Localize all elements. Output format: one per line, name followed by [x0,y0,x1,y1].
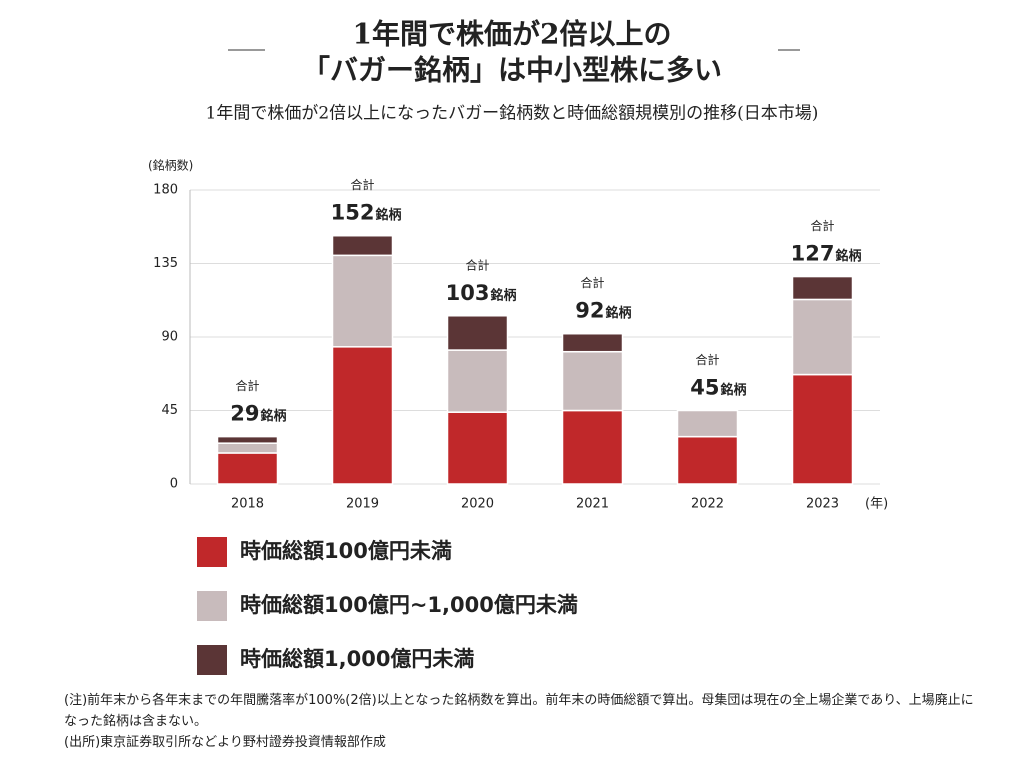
total-caption: 合計 [580,275,604,290]
legend-label: 時価総額100億円~1,000億円未満 [240,593,578,617]
bar-segment [446,349,509,413]
bar-segment [561,350,624,412]
x-tick-label: 2018 [231,497,264,512]
legend-swatch [197,645,227,675]
total-label: 127 [791,242,835,266]
total-caption: 合計 [695,352,719,367]
x-tick-label: 2023 [806,497,839,512]
legend-label: 時価総額100億円未満 [240,539,452,563]
notes: (注)前年末から各年末までの年間騰落率が100%(2倍)以上となった銘柄数を算出… [64,690,974,753]
total-label: 45 [690,376,719,400]
total-unit: 銘柄 [836,248,862,264]
bar-segment [216,435,279,444]
bar-segment [331,346,394,485]
x-tick-label: 2020 [461,497,494,512]
y-tick-label: 90 [161,330,178,345]
note: (注)前年末から各年末までの年間騰落率が100%(2倍)以上となった銘柄数を算出… [64,693,974,729]
total-label: 29 [230,402,259,426]
bar-segment [216,442,279,454]
x-tick-label: 2019 [346,497,379,512]
bar-segment [791,298,854,376]
total-caption: 合計 [810,218,834,233]
y-tick-label: 180 [153,183,178,198]
bar-segment [561,409,624,485]
chart-subtitle: 1年間で株価が2倍以上になったバガー銘柄数と時価総額規模別の推移(日本市場) [206,104,819,124]
bar-segment [561,332,624,353]
source: (出所)東京証券取引所などより野村證券投資情報部作成 [64,735,386,750]
total-unit: 銘柄 [261,408,287,424]
bar-segment [676,435,739,485]
total-caption: 合計 [235,378,259,393]
x-tick-label: 2021 [576,497,609,512]
y-tick-label: 45 [161,403,178,418]
total-unit: 銘柄 [606,305,632,321]
total-caption: 合計 [465,257,489,272]
bar-segment [791,275,854,301]
total-caption: 合計 [350,177,374,192]
total-unit: 銘柄 [491,287,517,303]
chart-title: 1年間で株価が2倍以上の [353,18,672,51]
x-tick-label: 2022 [691,497,724,512]
chart-title: 「バガー銘柄」は中小型株に多い [302,54,722,87]
bar-segment [446,315,509,351]
bar-segment [331,254,394,348]
y-tick-label: 0 [170,477,178,492]
bar-segment [331,234,394,257]
y-tick-label: 135 [153,256,178,271]
chart: 1年間で株価が2倍以上の 「バガー銘柄」は中小型株に多い 1年間で株価が2倍以上… [148,18,888,675]
legend-label: 時価総額1,000億円未満 [240,647,474,671]
total-label: 92 [575,299,604,323]
y-axis-label: (銘柄数) [148,158,193,173]
total-label: 103 [446,281,490,305]
bar-segment [676,409,739,438]
total-label: 152 [331,201,375,225]
bar-segment [791,373,854,485]
legend-swatch [197,591,227,621]
bar-segment [216,452,279,485]
total-unit: 銘柄 [721,382,747,398]
bar-segment [446,411,509,485]
total-unit: 銘柄 [376,207,402,223]
legend-swatch [197,537,227,567]
x-axis-label: (年) [865,497,888,512]
